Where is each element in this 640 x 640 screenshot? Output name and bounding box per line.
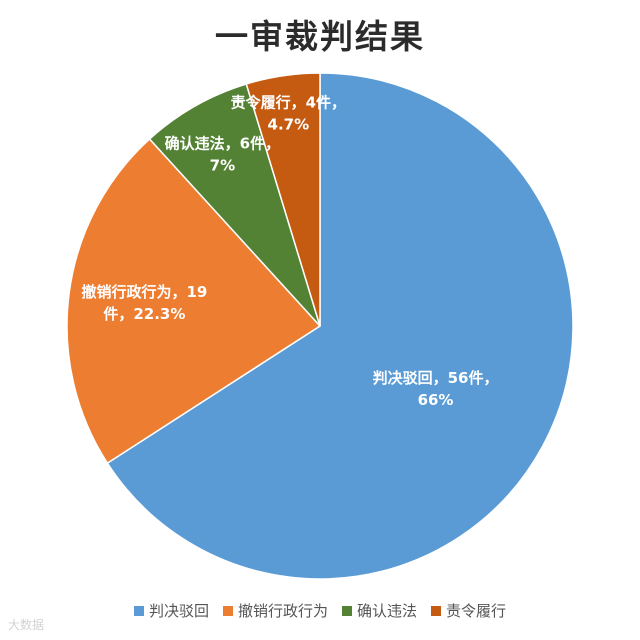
pie-slice-0: [106, 72, 574, 580]
pie-chart: 判决驳回，56件， 66% 撤销行政行为，19 件，22.3% 确认违法，6件， 7% 责令…: [66, 72, 574, 580]
slice-data-label-line: 撤销行政行为，19: [81, 283, 207, 301]
pie-slice-3: [245, 72, 321, 327]
legend-swatch-0: [133, 605, 144, 616]
slice-data-label-line: 66%: [418, 391, 454, 409]
legend-item-1: 撤销行政行为: [222, 600, 328, 621]
slice-data-label-line: 责令履行，4件，: [231, 93, 346, 111]
pie-slice-1: [66, 137, 322, 465]
legend-label-2: 确认违法: [357, 602, 418, 620]
slice-data-label-line: 判决驳回，56件，: [373, 369, 499, 387]
chart-title: 一审裁判结果: [215, 17, 425, 56]
slice-data-label-line: 件，22.3%: [103, 305, 185, 323]
slice-data-label-1: 撤销行政行为，19 件，22.3%: [81, 283, 207, 323]
slice-data-label-3: 责令履行，4件， 4.7%: [231, 93, 346, 133]
legend-item-2: 确认违法: [342, 600, 417, 621]
legend-label-1: 撤销行政行为: [237, 602, 328, 620]
legend-label-3: 责令履行: [446, 602, 507, 620]
slice-data-label-line: 确认违法，6件，: [165, 134, 280, 152]
chart-legend: 判决驳回 撤销行政行为 确认违法 责令履行: [0, 600, 640, 621]
legend-item-0: 判决驳回: [133, 600, 209, 621]
slice-data-label-line: 7%: [210, 156, 235, 174]
legend-swatch-1: [222, 605, 233, 616]
slice-data-label-0: 判决驳回，56件， 66%: [373, 369, 499, 409]
pie-slice-2: [148, 83, 321, 327]
slice-data-label-2: 确认违法，6件， 7%: [165, 134, 280, 174]
legend-item-3: 责令履行: [431, 600, 506, 621]
legend-label-0: 判决驳回: [148, 602, 209, 620]
slice-data-label-line: 4.7%: [268, 115, 310, 133]
watermark: 大数据: [8, 618, 45, 632]
legend-swatch-3: [431, 605, 442, 616]
legend-swatch-2: [342, 605, 352, 616]
